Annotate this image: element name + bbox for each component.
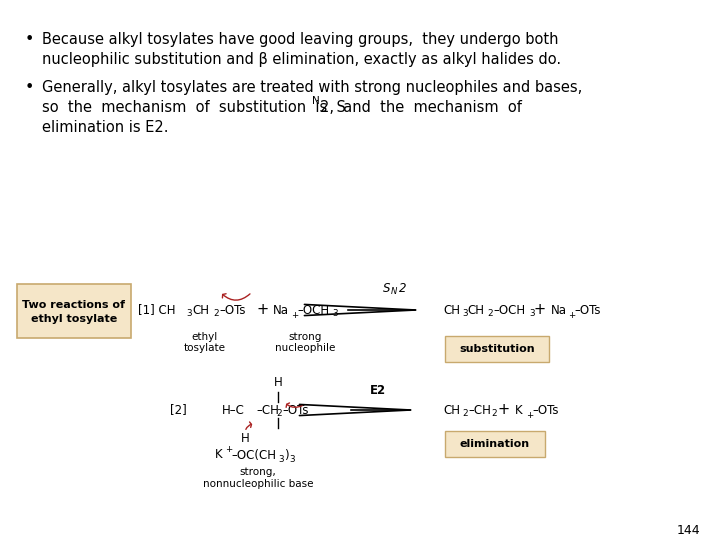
Text: N: N: [391, 287, 397, 296]
Text: –CH: –CH: [468, 403, 491, 416]
FancyBboxPatch shape: [445, 431, 545, 457]
FancyBboxPatch shape: [17, 284, 131, 338]
Text: strong: strong: [288, 332, 322, 342]
Text: 2: 2: [213, 309, 219, 319]
Text: –OTs: –OTs: [574, 303, 600, 316]
Text: so  the  mechanism  of  substitution  is  S: so the mechanism of substitution is S: [42, 100, 346, 115]
Text: K: K: [215, 449, 222, 462]
Text: –OCH: –OCH: [493, 303, 525, 316]
Text: 2: 2: [491, 409, 497, 418]
Text: 2: 2: [276, 409, 282, 418]
Text: CH: CH: [192, 303, 209, 316]
Text: 3: 3: [462, 309, 467, 319]
Text: +: +: [291, 312, 298, 321]
Text: 2: 2: [462, 409, 467, 418]
Text: nonnucleophilic base: nonnucleophilic base: [203, 479, 313, 489]
Text: Generally, alkyl tosylates are treated with strong nucleophiles and bases,: Generally, alkyl tosylates are treated w…: [42, 80, 582, 95]
Text: tosylate: tosylate: [184, 343, 226, 353]
Text: ): ): [284, 449, 289, 462]
Text: –OCH: –OCH: [297, 303, 329, 316]
Text: nucleophile: nucleophile: [275, 343, 336, 353]
Text: nucleophilic substitution and β elimination, exactly as alkyl halides do.: nucleophilic substitution and β eliminat…: [42, 52, 561, 67]
Text: ethyl tosylate: ethyl tosylate: [31, 314, 117, 324]
Text: –OTs: –OTs: [219, 303, 246, 316]
Text: H: H: [240, 431, 249, 444]
Text: –OTs: –OTs: [532, 403, 559, 416]
Text: [2]: [2]: [170, 403, 186, 416]
Text: H–C: H–C: [222, 403, 245, 416]
Text: elimination is E2.: elimination is E2.: [42, 120, 168, 135]
Text: Two reactions of: Two reactions of: [22, 300, 125, 310]
Text: –OC(CH: –OC(CH: [231, 449, 276, 462]
Text: +: +: [534, 302, 546, 318]
Text: 144: 144: [676, 523, 700, 537]
Text: strong,: strong,: [240, 467, 276, 477]
Text: Because alkyl tosylates have good leaving groups,  they undergo both: Because alkyl tosylates have good leavin…: [42, 32, 559, 47]
Text: 2: 2: [487, 309, 492, 319]
Text: +: +: [526, 411, 534, 421]
Text: –CH: –CH: [256, 403, 279, 416]
Text: –OTs: –OTs: [282, 403, 308, 416]
Text: +: +: [225, 446, 233, 455]
Text: 2: 2: [399, 281, 407, 294]
Text: N: N: [312, 96, 320, 106]
Text: 3: 3: [332, 309, 338, 319]
Text: H: H: [274, 375, 282, 388]
Text: 2,  and  the  mechanism  of: 2, and the mechanism of: [320, 100, 522, 115]
Text: E2: E2: [370, 383, 386, 396]
Text: S: S: [383, 281, 390, 294]
Text: Na: Na: [551, 303, 567, 316]
Text: 3: 3: [289, 455, 294, 463]
Text: •: •: [25, 80, 35, 95]
Text: +: +: [257, 302, 269, 318]
Text: 3: 3: [186, 309, 192, 319]
Text: CH: CH: [443, 403, 460, 416]
Text: Na: Na: [273, 303, 289, 316]
Text: [1] CH: [1] CH: [138, 303, 176, 316]
Text: K: K: [515, 403, 523, 416]
FancyBboxPatch shape: [445, 336, 549, 362]
Text: +: +: [498, 402, 510, 417]
Text: •: •: [25, 32, 35, 47]
Text: 3: 3: [278, 455, 284, 463]
Text: elimination: elimination: [460, 439, 530, 449]
Text: ethyl: ethyl: [192, 332, 218, 342]
Text: CH: CH: [467, 303, 484, 316]
Text: 3: 3: [529, 309, 535, 319]
Text: +: +: [568, 312, 575, 321]
Text: substitution: substitution: [459, 344, 535, 354]
Text: CH: CH: [443, 303, 460, 316]
